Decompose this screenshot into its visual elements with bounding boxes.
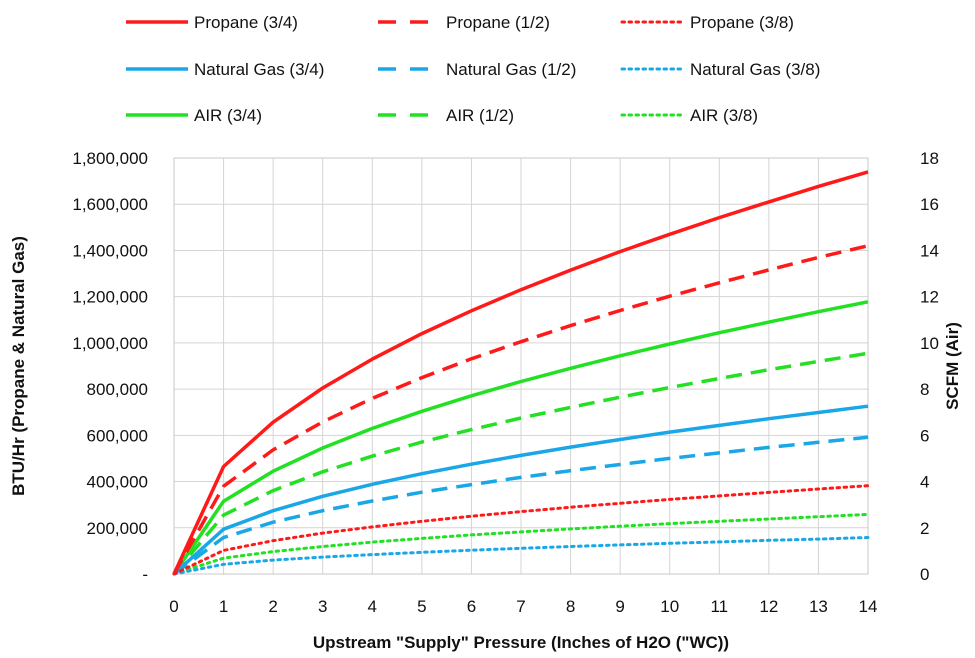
legend-label: Natural Gas (1/2) [446, 60, 576, 79]
y-tick-label: 200,000 [87, 519, 148, 538]
plot-area-frame [173, 157, 869, 575]
x-tick-label: 6 [467, 597, 476, 616]
y-tick-label: 800,000 [87, 380, 148, 399]
x-tick-label: 10 [660, 597, 679, 616]
gridlines [173, 157, 869, 575]
legend-label: Propane (3/4) [194, 13, 298, 32]
y2-tick-label: 4 [920, 473, 929, 492]
x-tick-label: 3 [318, 597, 327, 616]
x-tick-label: 4 [368, 597, 377, 616]
y2-tick-label: 16 [920, 195, 939, 214]
y2-tick-label: 18 [920, 149, 939, 168]
y2-tick-label: 8 [920, 380, 929, 399]
y-axis-right-title: SCFM (Air) [943, 322, 962, 410]
legend-label: AIR (3/8) [690, 106, 758, 125]
x-tick-label: 7 [516, 597, 525, 616]
series-line-propane-3-4 [172, 170, 869, 575]
y-tick-label: 1,600,000 [72, 195, 148, 214]
x-tick-label: 0 [169, 597, 178, 616]
x-tick-label: 5 [417, 597, 426, 616]
series-line-propane-3-8 [172, 484, 870, 576]
y-tick-label: 1,000,000 [72, 334, 148, 353]
x-tick-label: 13 [809, 597, 828, 616]
series-line-natural-gas-3-8 [172, 536, 870, 576]
x-tick-label: 2 [268, 597, 277, 616]
y2-tick-label: 6 [920, 426, 929, 445]
x-tick-label: 12 [759, 597, 778, 616]
legend-label: Propane (1/2) [446, 13, 550, 32]
x-tick-label: 14 [859, 597, 878, 616]
y2-tick-label: 12 [920, 288, 939, 307]
y-axis-left-ticks: - 200,000 400,000 600,000 800,000 1,000,000 1,… [72, 149, 148, 584]
y-tick-label: 600,000 [87, 426, 148, 445]
y2-tick-label: 2 [920, 519, 929, 538]
x-tick-label: 1 [219, 597, 228, 616]
series-line-natural-gas-3-4 [172, 404, 869, 576]
series-line-air-3-8 [172, 512, 870, 576]
y-tick-label: 400,000 [87, 473, 148, 492]
series-line-natural-gas-1-2 [172, 435, 869, 576]
series-line-air-3-4 [172, 300, 869, 575]
y-tick-label: 1,400,000 [72, 241, 148, 260]
y-tick-label: 1,800,000 [72, 149, 148, 168]
y2-tick-label: 10 [920, 334, 939, 353]
series-line-air-1-2 [172, 351, 869, 576]
x-axis-title: Upstream "Supply" Pressure (Inches of H2… [313, 633, 729, 652]
legend-label: Natural Gas (3/4) [194, 60, 324, 79]
y2-tick-label: 0 [920, 565, 929, 584]
legend-label: Propane (3/8) [690, 13, 794, 32]
legend: Propane (3/4) Propane (1/2) Propane (3/8) N… [126, 13, 820, 125]
y-axis-right-ticks: 0 2 4 6 8 10 12 14 16 18 [920, 149, 939, 584]
x-tick-label: 9 [615, 597, 624, 616]
series-line-propane-1-2 [172, 244, 869, 575]
series-lines [172, 170, 870, 576]
x-tick-label: 8 [566, 597, 575, 616]
y-tick-label: - [142, 565, 148, 584]
x-axis-ticks: 0 1 2 3 4 5 6 7 8 9 10 11 12 13 14 [169, 597, 877, 616]
y-tick-label: 1,200,000 [72, 288, 148, 307]
legend-label: AIR (1/2) [446, 106, 514, 125]
x-tick-label: 11 [710, 597, 728, 616]
y-axis-left-title: BTU/Hr (Propane & Natural Gas) [9, 236, 28, 496]
legend-label: Natural Gas (3/8) [690, 60, 820, 79]
y2-tick-label: 14 [920, 241, 939, 260]
legend-label: AIR (3/4) [194, 106, 262, 125]
